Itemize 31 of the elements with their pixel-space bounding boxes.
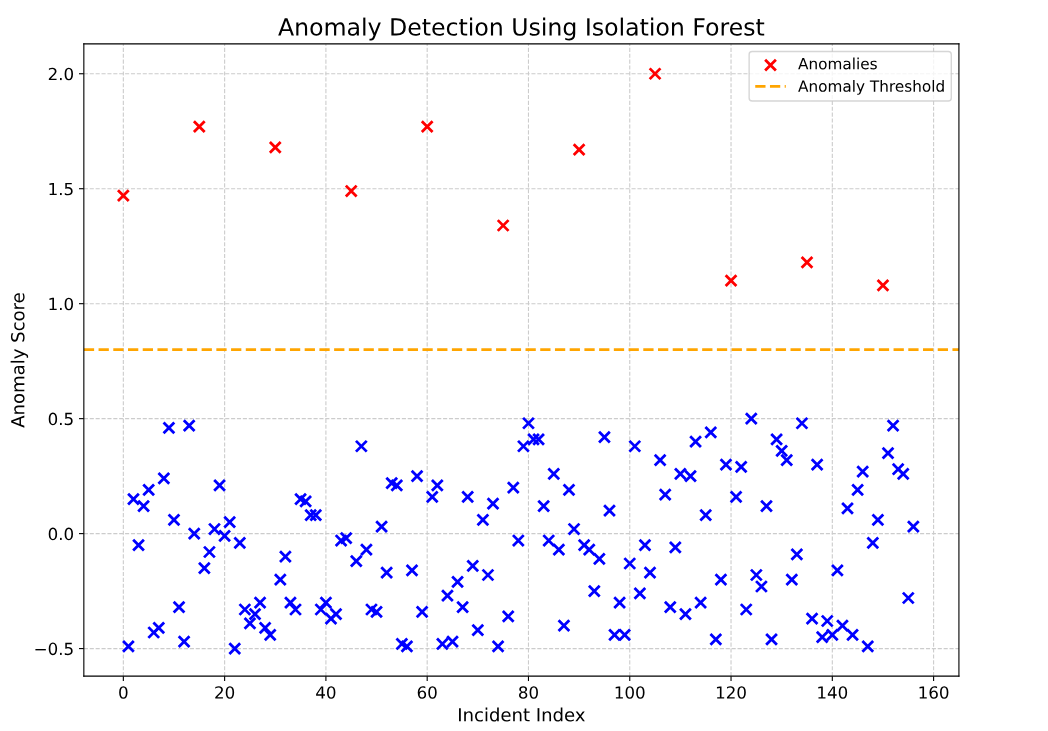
point <box>572 142 586 157</box>
point <box>800 255 814 270</box>
x-tick-label: 60 <box>417 686 437 699</box>
x-tick-label: 160 <box>919 686 949 699</box>
x-tick-label: 80 <box>519 686 538 699</box>
point <box>876 278 890 293</box>
point <box>724 273 738 288</box>
x-tick-label: 120 <box>716 686 746 699</box>
point <box>116 188 131 203</box>
point <box>192 119 207 134</box>
x-tick-label: 20 <box>215 686 235 699</box>
x-axis-title: Incident Index <box>459 707 585 722</box>
point <box>344 184 358 198</box>
y-tick-label: −0.5 <box>35 642 73 656</box>
point <box>496 218 510 233</box>
y-axis-title: Anomaly Score <box>10 293 29 428</box>
legend-label: Anomaly Threshold <box>798 80 944 95</box>
y-tick-label: 1.5 <box>49 182 73 196</box>
y-tick-label: 0.0 <box>48 527 74 541</box>
chart-title: Anomaly Detection Using Isolation Forest <box>278 17 765 41</box>
x-tick-label: 100 <box>615 686 645 699</box>
point <box>420 119 434 134</box>
point <box>648 66 662 81</box>
point <box>268 140 283 155</box>
x-tick-label: 40 <box>316 686 336 699</box>
y-tick-label: 2.0 <box>48 67 74 81</box>
x-tick-label: 140 <box>818 686 848 699</box>
x-tick-label: 0 <box>119 686 128 699</box>
legend-label: Anomalies <box>798 57 877 70</box>
y-tick-label: 0.5 <box>48 412 73 426</box>
y-tick-label: 1.0 <box>49 297 74 311</box>
